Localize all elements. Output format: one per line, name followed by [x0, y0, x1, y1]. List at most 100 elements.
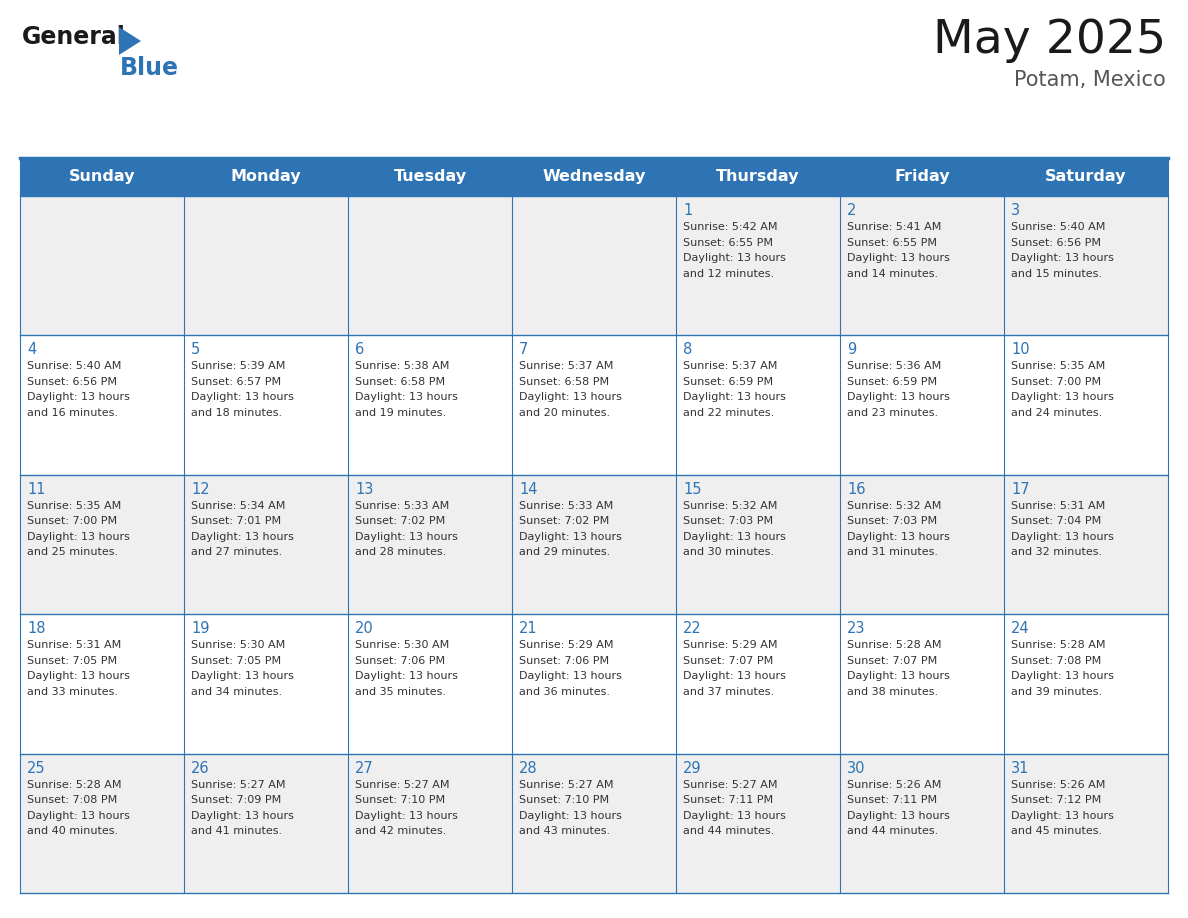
Text: Daylight: 13 hours: Daylight: 13 hours	[519, 392, 621, 402]
Text: Sunrise: 5:42 AM: Sunrise: 5:42 AM	[683, 222, 777, 232]
Text: Sunset: 7:06 PM: Sunset: 7:06 PM	[355, 655, 446, 666]
Text: Tuesday: Tuesday	[393, 170, 467, 185]
Text: 31: 31	[1011, 761, 1029, 776]
Text: Daylight: 13 hours: Daylight: 13 hours	[847, 532, 950, 542]
Text: Daylight: 13 hours: Daylight: 13 hours	[355, 392, 457, 402]
Text: Sunrise: 5:40 AM: Sunrise: 5:40 AM	[1011, 222, 1105, 232]
Text: and 24 minutes.: and 24 minutes.	[1011, 408, 1102, 418]
Text: 29: 29	[683, 761, 702, 776]
Text: Sunset: 6:55 PM: Sunset: 6:55 PM	[847, 238, 937, 248]
Text: 24: 24	[1011, 621, 1030, 636]
Text: Sunset: 7:06 PM: Sunset: 7:06 PM	[519, 655, 609, 666]
Text: Sunset: 7:00 PM: Sunset: 7:00 PM	[1011, 377, 1101, 386]
Text: and 27 minutes.: and 27 minutes.	[191, 547, 283, 557]
Text: Sunset: 7:09 PM: Sunset: 7:09 PM	[191, 795, 282, 805]
Text: Daylight: 13 hours: Daylight: 13 hours	[519, 532, 621, 542]
Text: 26: 26	[191, 761, 209, 776]
Text: 17: 17	[1011, 482, 1030, 497]
Text: Daylight: 13 hours: Daylight: 13 hours	[1011, 671, 1114, 681]
Text: and 35 minutes.: and 35 minutes.	[355, 687, 446, 697]
Text: Daylight: 13 hours: Daylight: 13 hours	[1011, 811, 1114, 821]
Text: 12: 12	[191, 482, 209, 497]
Polygon shape	[119, 27, 141, 55]
Text: 2: 2	[847, 203, 857, 218]
Text: 16: 16	[847, 482, 866, 497]
Text: Sunset: 7:01 PM: Sunset: 7:01 PM	[191, 516, 282, 526]
Text: Sunset: 6:59 PM: Sunset: 6:59 PM	[847, 377, 937, 386]
Text: 27: 27	[355, 761, 374, 776]
Text: Sunrise: 5:27 AM: Sunrise: 5:27 AM	[191, 779, 285, 789]
Text: and 44 minutes.: and 44 minutes.	[683, 826, 775, 836]
Text: and 38 minutes.: and 38 minutes.	[847, 687, 939, 697]
Text: Daylight: 13 hours: Daylight: 13 hours	[27, 532, 129, 542]
Text: Daylight: 13 hours: Daylight: 13 hours	[1011, 532, 1114, 542]
Text: Daylight: 13 hours: Daylight: 13 hours	[355, 671, 457, 681]
Text: Sunrise: 5:32 AM: Sunrise: 5:32 AM	[847, 501, 941, 510]
Text: 1: 1	[683, 203, 693, 218]
Text: Sunrise: 5:35 AM: Sunrise: 5:35 AM	[27, 501, 121, 510]
Text: Sunrise: 5:29 AM: Sunrise: 5:29 AM	[683, 640, 777, 650]
Text: 10: 10	[1011, 342, 1030, 357]
Text: and 22 minutes.: and 22 minutes.	[683, 408, 775, 418]
Text: Saturday: Saturday	[1045, 170, 1126, 185]
Text: May 2025: May 2025	[933, 18, 1165, 63]
Text: Sunset: 7:10 PM: Sunset: 7:10 PM	[355, 795, 446, 805]
Text: Daylight: 13 hours: Daylight: 13 hours	[191, 532, 293, 542]
Bar	[20, 158, 1168, 196]
Text: Sunrise: 5:27 AM: Sunrise: 5:27 AM	[355, 779, 449, 789]
Text: Friday: Friday	[895, 170, 950, 185]
Bar	[20, 335, 1168, 475]
Text: Daylight: 13 hours: Daylight: 13 hours	[191, 392, 293, 402]
Text: Sunrise: 5:27 AM: Sunrise: 5:27 AM	[683, 779, 777, 789]
Text: 8: 8	[683, 342, 693, 357]
Text: Sunrise: 5:37 AM: Sunrise: 5:37 AM	[519, 362, 613, 372]
Text: 15: 15	[683, 482, 701, 497]
Text: Sunrise: 5:30 AM: Sunrise: 5:30 AM	[355, 640, 449, 650]
Text: 13: 13	[355, 482, 373, 497]
Text: Daylight: 13 hours: Daylight: 13 hours	[847, 671, 950, 681]
Text: and 23 minutes.: and 23 minutes.	[847, 408, 939, 418]
Text: Daylight: 13 hours: Daylight: 13 hours	[847, 392, 950, 402]
Text: Sunrise: 5:28 AM: Sunrise: 5:28 AM	[1011, 640, 1106, 650]
Text: Sunset: 7:10 PM: Sunset: 7:10 PM	[519, 795, 609, 805]
Text: Daylight: 13 hours: Daylight: 13 hours	[1011, 392, 1114, 402]
Text: Sunset: 6:58 PM: Sunset: 6:58 PM	[519, 377, 609, 386]
Text: Daylight: 13 hours: Daylight: 13 hours	[847, 811, 950, 821]
Text: Sunday: Sunday	[69, 170, 135, 185]
Text: Sunset: 7:05 PM: Sunset: 7:05 PM	[191, 655, 282, 666]
Text: Sunrise: 5:26 AM: Sunrise: 5:26 AM	[1011, 779, 1105, 789]
Text: 5: 5	[191, 342, 201, 357]
Text: Sunrise: 5:33 AM: Sunrise: 5:33 AM	[355, 501, 449, 510]
Text: 28: 28	[519, 761, 538, 776]
Text: and 16 minutes.: and 16 minutes.	[27, 408, 118, 418]
Text: Sunrise: 5:38 AM: Sunrise: 5:38 AM	[355, 362, 449, 372]
Text: Sunset: 7:08 PM: Sunset: 7:08 PM	[1011, 655, 1101, 666]
Text: Sunset: 7:00 PM: Sunset: 7:00 PM	[27, 516, 118, 526]
Text: Sunset: 6:58 PM: Sunset: 6:58 PM	[355, 377, 446, 386]
Text: 25: 25	[27, 761, 45, 776]
Text: Wednesday: Wednesday	[542, 170, 646, 185]
Text: 9: 9	[847, 342, 857, 357]
Text: Sunset: 7:11 PM: Sunset: 7:11 PM	[683, 795, 773, 805]
Text: and 14 minutes.: and 14 minutes.	[847, 268, 939, 278]
Text: Sunset: 7:11 PM: Sunset: 7:11 PM	[847, 795, 937, 805]
Text: Thursday: Thursday	[716, 170, 800, 185]
Text: Sunrise: 5:31 AM: Sunrise: 5:31 AM	[1011, 501, 1105, 510]
Bar	[20, 475, 1168, 614]
Text: and 32 minutes.: and 32 minutes.	[1011, 547, 1102, 557]
Text: Sunset: 6:59 PM: Sunset: 6:59 PM	[683, 377, 773, 386]
Text: Daylight: 13 hours: Daylight: 13 hours	[27, 811, 129, 821]
Bar	[20, 754, 1168, 893]
Text: Sunset: 7:08 PM: Sunset: 7:08 PM	[27, 795, 118, 805]
Text: Sunrise: 5:34 AM: Sunrise: 5:34 AM	[191, 501, 285, 510]
Text: Sunset: 7:03 PM: Sunset: 7:03 PM	[847, 516, 937, 526]
Text: Daylight: 13 hours: Daylight: 13 hours	[847, 253, 950, 263]
Text: and 34 minutes.: and 34 minutes.	[191, 687, 282, 697]
Text: Daylight: 13 hours: Daylight: 13 hours	[683, 392, 786, 402]
Text: Sunrise: 5:41 AM: Sunrise: 5:41 AM	[847, 222, 941, 232]
Text: and 43 minutes.: and 43 minutes.	[519, 826, 611, 836]
Text: Sunset: 7:04 PM: Sunset: 7:04 PM	[1011, 516, 1101, 526]
Text: Sunset: 6:56 PM: Sunset: 6:56 PM	[27, 377, 116, 386]
Text: and 12 minutes.: and 12 minutes.	[683, 268, 775, 278]
Text: Sunrise: 5:27 AM: Sunrise: 5:27 AM	[519, 779, 613, 789]
